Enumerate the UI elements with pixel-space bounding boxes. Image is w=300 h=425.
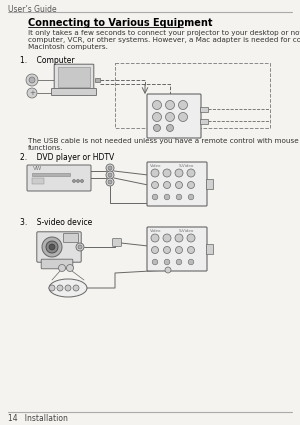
Text: VW: VW [33,166,42,171]
Circle shape [188,194,194,200]
Circle shape [151,234,159,242]
Text: +: + [29,90,35,96]
Circle shape [152,181,158,189]
Circle shape [73,285,79,291]
Circle shape [49,285,55,291]
Circle shape [166,113,175,122]
Bar [200,107,208,112]
Circle shape [106,171,114,179]
Circle shape [164,181,170,189]
Circle shape [167,125,173,131]
Circle shape [78,245,82,249]
Circle shape [26,74,38,86]
FancyBboxPatch shape [54,64,94,91]
Circle shape [176,246,182,253]
Circle shape [175,234,183,242]
Circle shape [152,246,158,253]
FancyBboxPatch shape [27,165,91,191]
Circle shape [188,259,194,265]
FancyBboxPatch shape [147,94,201,138]
Circle shape [42,237,62,257]
FancyBboxPatch shape [147,227,207,271]
FancyBboxPatch shape [112,238,122,246]
Circle shape [106,164,114,172]
Circle shape [76,179,80,182]
Text: User’s Guide: User’s Guide [8,5,57,14]
Circle shape [108,173,112,177]
FancyBboxPatch shape [37,232,81,262]
Bar [206,179,213,189]
Circle shape [152,259,158,265]
FancyBboxPatch shape [52,88,97,96]
FancyBboxPatch shape [64,233,79,243]
Text: Video: Video [150,229,161,233]
Circle shape [176,181,182,189]
Bar [58,67,90,87]
Circle shape [165,267,171,273]
Circle shape [178,100,188,110]
FancyBboxPatch shape [147,162,207,206]
Bar [32,178,44,184]
Text: The USB cable is not needed unless you have a remote control with mouse
function: The USB cable is not needed unless you h… [28,138,299,151]
FancyBboxPatch shape [41,259,73,269]
Circle shape [166,100,175,110]
Bar [115,63,270,128]
Circle shape [152,194,158,200]
Circle shape [176,194,182,200]
Circle shape [73,179,76,182]
Circle shape [80,179,83,182]
Circle shape [154,125,160,131]
Circle shape [164,246,170,253]
Bar [32,173,70,176]
Circle shape [163,169,171,177]
Circle shape [106,178,114,186]
Circle shape [57,285,63,291]
Circle shape [46,241,58,253]
Text: 14   Installation: 14 Installation [8,414,68,423]
Circle shape [76,243,84,251]
Circle shape [163,234,171,242]
Text: Video: Video [150,164,161,168]
Circle shape [164,194,170,200]
Circle shape [108,166,112,170]
Text: S-Video: S-Video [179,229,194,233]
Circle shape [164,259,170,265]
Text: 2.    DVD player or HDTV: 2. DVD player or HDTV [20,153,114,162]
Circle shape [49,244,55,250]
Circle shape [187,234,195,242]
Circle shape [27,88,37,98]
Circle shape [178,113,188,122]
Circle shape [188,181,194,189]
Bar [200,119,208,124]
Circle shape [175,169,183,177]
Text: S-Video: S-Video [179,164,194,168]
Circle shape [65,285,71,291]
Bar [206,244,213,254]
Circle shape [151,169,159,177]
Circle shape [152,113,161,122]
Circle shape [108,180,112,184]
Circle shape [58,264,65,272]
Text: 3.    S-video device: 3. S-video device [20,218,92,227]
Ellipse shape [49,279,87,297]
Text: 1.    Computer: 1. Computer [20,56,75,65]
Circle shape [67,264,73,272]
Circle shape [152,100,161,110]
Circle shape [188,246,194,253]
Circle shape [176,259,182,265]
Text: Connecting to Various Equipment: Connecting to Various Equipment [28,18,212,28]
Circle shape [187,169,195,177]
Bar [95,78,100,82]
Text: It only takes a few seconds to connect your projector to your desktop or noteboo: It only takes a few seconds to connect y… [28,30,300,50]
Circle shape [29,77,35,83]
